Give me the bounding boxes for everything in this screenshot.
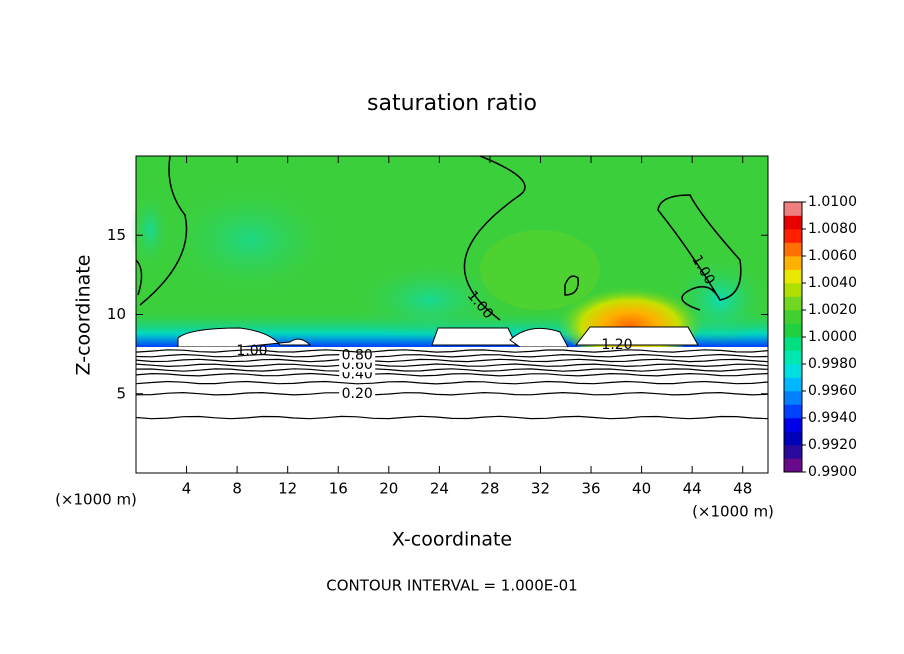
x-tick-label: 28 xyxy=(480,480,499,498)
x-tick-label: 16 xyxy=(329,480,348,498)
y-unit: (×1000 m) xyxy=(55,491,137,509)
x-axis-label: X-coordinate xyxy=(392,529,512,551)
colorbar-swatch xyxy=(784,215,802,230)
y-tick-label: 15 xyxy=(107,226,126,244)
colorbar-tick-label: 1.0100 xyxy=(808,194,857,210)
contour-line xyxy=(135,391,769,396)
colorbar-swatch xyxy=(784,283,802,297)
contour-line xyxy=(135,380,769,385)
field xyxy=(130,155,770,473)
y-tick-label: 5 xyxy=(116,384,126,402)
x-tick-label: 12 xyxy=(278,480,297,498)
colorbar-swatch xyxy=(784,296,802,311)
contour-line xyxy=(135,363,769,368)
contour-line xyxy=(135,358,769,363)
contour-line xyxy=(135,353,769,358)
x-tick-label: 20 xyxy=(379,480,398,498)
contour-line xyxy=(135,349,769,353)
colorbar-swatch xyxy=(784,377,802,392)
colorbar-swatch xyxy=(784,202,802,216)
colorbar-swatch xyxy=(784,350,802,365)
colorbar-swatch xyxy=(784,391,802,405)
colorbar-tick-label: 0.9900 xyxy=(808,464,857,480)
chart-title: saturation ratio xyxy=(367,91,537,116)
x-tick-label: 48 xyxy=(733,480,752,498)
contour-line xyxy=(135,368,769,372)
colorbar-tick-label: 1.0080 xyxy=(808,221,857,237)
colorbar-swatch xyxy=(784,310,802,324)
colorbar-tick-label: 0.9980 xyxy=(808,356,857,372)
colorbar-swatch xyxy=(784,445,802,459)
x-tick-label: 36 xyxy=(581,480,600,498)
colorbar-tick-label: 1.0020 xyxy=(808,302,857,318)
footer: CONTOUR INTERVAL = 1.000E-01 xyxy=(326,577,577,595)
x-tick-label: 24 xyxy=(430,480,449,498)
contour-label-bg xyxy=(339,386,376,401)
colorbar-tick-label: 1.0000 xyxy=(808,329,857,345)
contour-line xyxy=(135,372,769,377)
colorbar-tick-label: 1.0060 xyxy=(808,248,857,264)
colorbar-swatch xyxy=(784,269,802,284)
y-axis-label: Z-coordinate xyxy=(73,255,95,376)
colorbar-tick-label: 0.9920 xyxy=(808,437,857,453)
colorbar-swatch xyxy=(784,229,802,243)
x-tick-label: 32 xyxy=(531,480,550,498)
colorbar-swatch xyxy=(784,337,802,351)
contour-line xyxy=(135,415,769,420)
colorbar-swatch xyxy=(784,323,802,338)
colorbar-swatch xyxy=(784,431,802,446)
x-tick-label: 44 xyxy=(683,480,702,498)
colorbar-tick-label: 1.0040 xyxy=(808,275,857,291)
colorbar-swatch xyxy=(784,364,802,378)
x-tick-label: 40 xyxy=(632,480,651,498)
x-unit: (×1000 m) xyxy=(692,503,774,521)
contour-label: 0.20 xyxy=(342,386,373,402)
x-tick-label: 8 xyxy=(232,480,242,498)
colorbar-tick-label: 0.9960 xyxy=(808,383,857,399)
contour-label: 1.20 xyxy=(601,337,632,353)
colorbar-swatch xyxy=(784,404,802,419)
colorbar-swatch xyxy=(784,418,802,432)
colorbar-swatch xyxy=(784,458,802,473)
contour-label: 1.00 xyxy=(236,343,267,359)
y-tick-label: 10 xyxy=(107,305,126,323)
x-tick-label: 4 xyxy=(182,480,192,498)
colorbar-swatch xyxy=(784,242,802,257)
colorbar-swatch xyxy=(784,256,802,270)
contour-label: 0.80 xyxy=(342,348,373,364)
colorbar-tick-label: 0.9940 xyxy=(808,410,857,426)
